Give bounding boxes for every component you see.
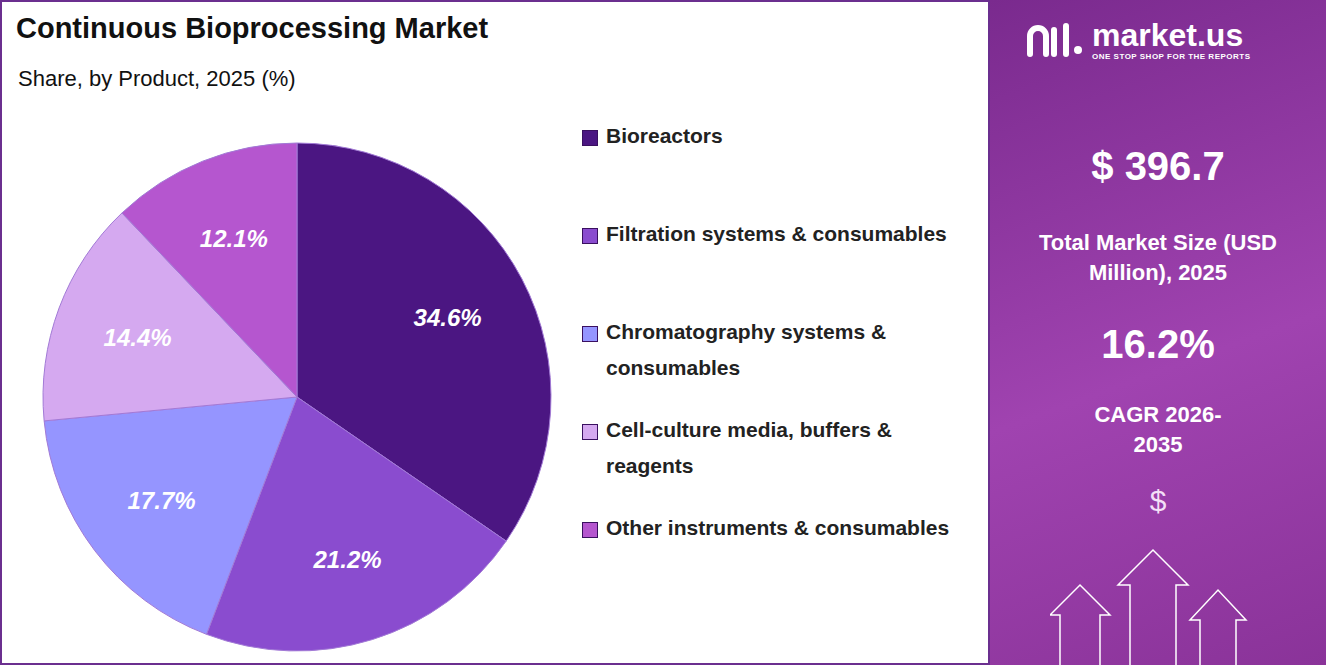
svg-text:14.4%: 14.4% <box>104 324 172 351</box>
html-text:Total Market Size (USD Million: Total Market Size (USD Million), 2025 <box>1039 230 1277 285</box>
html-text:Bioreactors: Bioreactors <box>606 124 723 147</box>
svg-text:34.6%: 34.6% <box>414 304 482 331</box>
html-text:market.us: market.us <box>1092 17 1244 53</box>
html-text:CAGR 2026-2035: CAGR 2026-2035 <box>1094 402 1222 457</box>
svg-text:17.7%: 17.7% <box>128 487 196 514</box>
html-text:Chromatography systems & consu: Chromatography systems & consumables <box>606 320 887 379</box>
svg-text:12.1%: 12.1% <box>200 225 268 252</box>
html-text:Other instruments & consumable: Other instruments & consumables <box>606 516 950 539</box>
html-text:$ 396.7: $ 396.7 <box>1091 144 1225 188</box>
html-text:Continuous Bioprocessing Marke: Continuous Bioprocessing Market <box>16 12 489 44</box>
html-text:Filtration systems & consumabl: Filtration systems & consumables <box>606 222 947 245</box>
svg-text:21.2%: 21.2% <box>313 546 382 573</box>
html-text:Share, by Product, 2025 (%): Share, by Product, 2025 (%) <box>18 66 296 91</box>
html-text:Cell-culture media, buffers &: Cell-culture media, buffers & reagents <box>606 418 892 477</box>
html-text:16.2%: 16.2% <box>1101 322 1215 366</box>
html-text:ONE STOP SHOP FOR THE REPORTS: ONE STOP SHOP FOR THE REPORTS <box>1092 52 1251 61</box>
